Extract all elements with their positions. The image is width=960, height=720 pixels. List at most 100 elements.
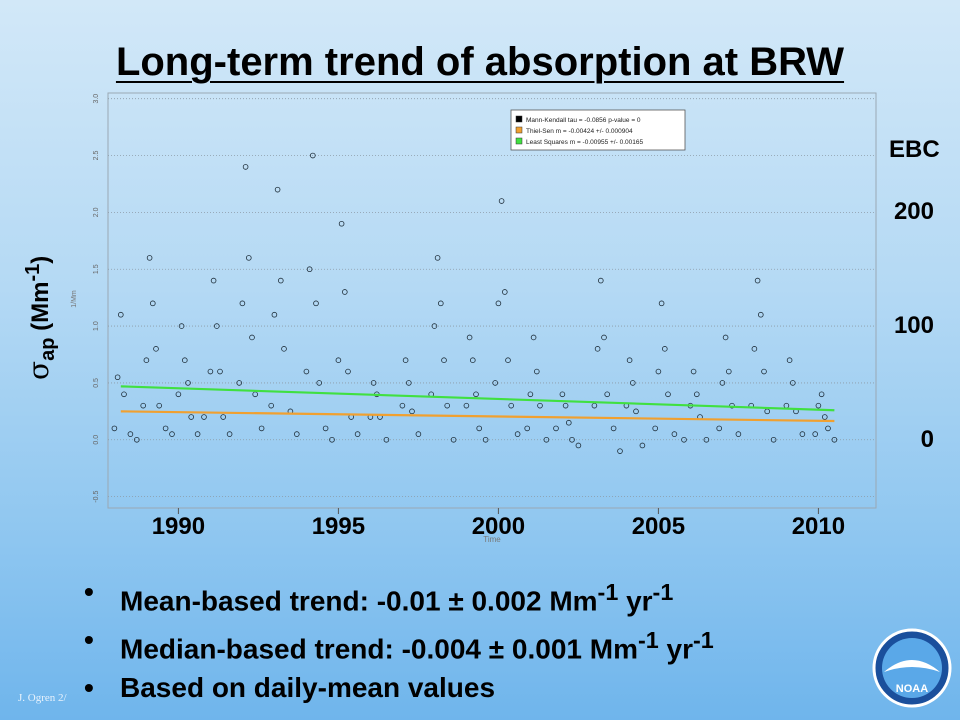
data-point	[146, 255, 153, 261]
data-point	[437, 300, 444, 307]
data-point	[655, 368, 662, 375]
data-point	[463, 402, 470, 409]
data-point	[575, 442, 582, 449]
data-point	[757, 311, 764, 318]
data-point	[690, 368, 697, 375]
data-point	[281, 346, 287, 352]
trend-line	[120, 385, 835, 412]
data-point	[610, 425, 617, 432]
data-point	[495, 300, 502, 307]
data-point	[194, 431, 201, 437]
author-footer: J. Ogren 2/	[18, 692, 67, 704]
data-point	[661, 346, 668, 352]
data-point	[153, 346, 159, 352]
sigma-symbol: σ	[22, 360, 55, 380]
data-point	[812, 431, 818, 437]
legend-entry: Least Squares m = -0.00955 +/- 0.00165	[526, 139, 643, 146]
data-point	[818, 391, 825, 398]
data-point	[562, 402, 569, 409]
data-point	[751, 346, 758, 352]
data-point	[597, 277, 604, 284]
bullet-mean-trend: Mean-based trend: -0.01 ± 0.002 Mm-1 yr-…	[80, 568, 714, 616]
slide-title: Long-term trend of absorption at BRW	[115, 40, 845, 84]
data-point	[716, 425, 722, 432]
data-point	[162, 425, 169, 432]
data-point	[473, 391, 479, 398]
data-point	[140, 402, 147, 409]
ebc-tick-label: 100	[893, 312, 934, 340]
y-axis-title: σap (Mm-1)	[22, 256, 60, 380]
data-point	[469, 357, 476, 363]
data-point	[508, 402, 515, 409]
data-point	[722, 334, 729, 341]
data-point	[617, 448, 623, 454]
data-point	[185, 380, 191, 386]
data-point	[118, 311, 124, 318]
data-point	[169, 431, 175, 437]
data-point	[111, 425, 118, 432]
data-point	[175, 391, 182, 398]
data-point	[201, 414, 207, 420]
data-point	[799, 431, 806, 437]
data-point	[239, 300, 246, 307]
x-tick-label: 1995	[312, 513, 365, 540]
data-point	[594, 346, 601, 352]
data-point	[658, 300, 665, 307]
data-point	[306, 266, 313, 273]
noaa-logo: NOAA	[872, 628, 952, 708]
noaa-logo-text: NOAA	[896, 683, 928, 695]
data-point	[242, 164, 249, 170]
data-point	[693, 391, 700, 398]
data-point	[431, 323, 438, 329]
y-tick-label: 3.0	[93, 94, 100, 104]
data-point	[434, 255, 441, 261]
data-point	[703, 436, 710, 443]
data-point	[134, 436, 140, 443]
bullet-list: Mean-based trend: -0.01 ± 0.002 Mm-1 yr-…	[80, 568, 714, 712]
ebc-axis-title: EBC	[889, 136, 940, 163]
data-point	[604, 391, 610, 398]
data-point	[466, 334, 473, 341]
data-point	[821, 414, 828, 420]
data-point	[530, 334, 537, 341]
data-point	[246, 255, 252, 261]
data-point	[182, 357, 188, 363]
data-point	[601, 334, 607, 341]
bullet-daily-mean: Based on daily-mean values	[80, 664, 714, 712]
data-point	[399, 402, 406, 409]
data-point	[754, 277, 761, 284]
data-point	[665, 391, 671, 398]
y-tick-label: 1.0	[93, 321, 100, 331]
data-point	[341, 289, 348, 295]
data-point	[719, 380, 726, 386]
data-point	[274, 186, 281, 193]
y-axis-unit-close: )	[27, 255, 54, 264]
data-point	[345, 368, 351, 375]
data-point	[565, 419, 572, 426]
data-point	[150, 300, 156, 307]
data-point	[482, 436, 489, 443]
x-tick-label: 2000	[472, 513, 525, 540]
legend-swatch	[515, 115, 523, 123]
data-point	[217, 368, 223, 375]
legend-swatch	[515, 126, 523, 134]
data-point	[501, 289, 508, 295]
data-point	[316, 380, 323, 386]
data-point	[409, 408, 415, 415]
data-point	[761, 368, 767, 375]
data-point	[450, 436, 457, 443]
data-point	[329, 436, 335, 443]
trend-line	[120, 410, 835, 423]
y-tick-label: 1.5	[93, 264, 100, 274]
data-point	[402, 357, 409, 363]
legend-swatch	[515, 137, 523, 145]
y-tick-label: -0.5	[93, 490, 100, 502]
data-point	[524, 425, 530, 432]
data-point	[441, 357, 447, 363]
x-tick-label: 2005	[632, 513, 685, 540]
x-tick-label: 2010	[792, 513, 845, 540]
data-point	[277, 277, 284, 284]
y-tick-label: 2.5	[93, 151, 100, 161]
data-point	[178, 323, 185, 329]
